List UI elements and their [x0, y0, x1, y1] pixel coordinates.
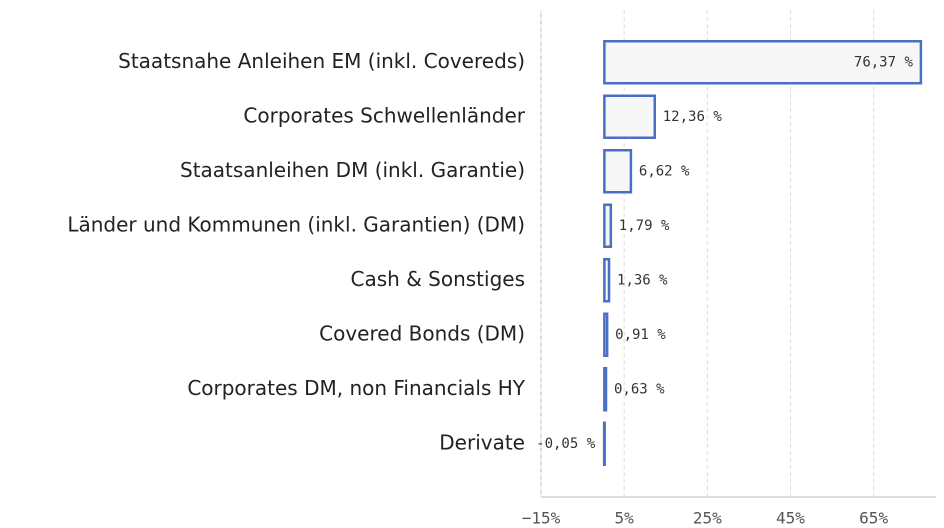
value-label: 0,91 % — [615, 327, 666, 343]
x-tick-label: 65% — [859, 509, 888, 528]
y-tick-label: Corporates Schwellenländer — [243, 103, 525, 127]
value-label: 6,62 % — [639, 163, 690, 179]
y-tick-label: Staatsnahe Anleihen EM (inkl. Covereds) — [118, 49, 525, 73]
bar — [603, 203, 613, 248]
bar — [603, 149, 633, 194]
y-tick-label: Cash & Sonstiges — [351, 267, 525, 291]
value-label: 12,36 % — [663, 109, 723, 125]
value-label: 1,79 % — [619, 218, 670, 234]
y-tick-label: Corporates DM, non Financials HY — [187, 376, 525, 400]
bar — [603, 94, 657, 139]
bar — [603, 40, 923, 85]
bar — [603, 312, 609, 357]
bar — [603, 258, 611, 303]
value-label: 76,37 % — [854, 54, 914, 70]
y-tick-label: Derivate — [439, 430, 525, 454]
x-tick-label: 45% — [776, 509, 805, 528]
y-tick-label: Covered Bonds (DM) — [319, 321, 525, 345]
bar — [603, 367, 608, 412]
value-label: 1,36 % — [617, 272, 668, 288]
x-tick-label: −15% — [522, 509, 561, 528]
y-tick-label: Länder und Kommunen (inkl. Garantien) (D… — [67, 212, 525, 236]
y-tick-label: Staatsanleihen DM (inkl. Garantie) — [180, 158, 525, 182]
x-tick-label: 5% — [615, 509, 635, 528]
value-label: -0,05 % — [536, 436, 596, 452]
bar — [602, 421, 606, 466]
x-tick-label: 25% — [693, 509, 722, 528]
value-label: 0,63 % — [614, 381, 665, 397]
